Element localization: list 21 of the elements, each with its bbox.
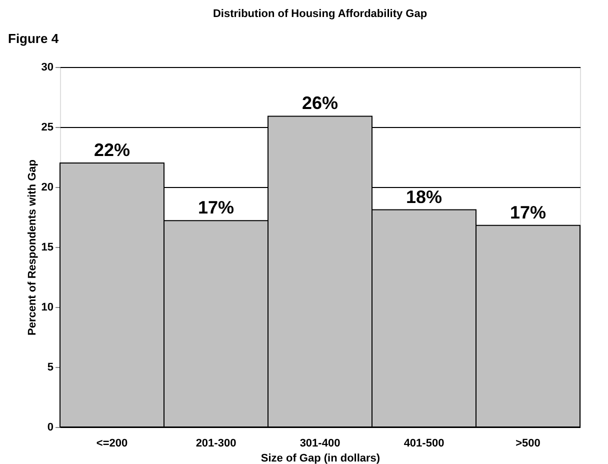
x-axis-title: Size of Gap (in dollars) [260,452,380,464]
x-tick-label: 301-400 [300,438,340,450]
data-label: 18% [406,186,442,207]
y-tick-label: 10 [41,302,54,314]
data-label: 26% [302,93,338,114]
caption: Figure 4 [8,31,60,46]
y-tick-label: 25 [41,122,54,134]
x-tick-label: 401-500 [404,438,444,450]
y-tick-label: 15 [41,242,54,254]
y-tick-label: 20 [41,182,54,194]
y-tick-label: 5 [47,362,54,374]
chart-title: Distribution of Housing Affordability Gap [212,8,428,20]
data-label: 17% [510,202,546,222]
x-tick-label: >500 [516,438,540,450]
y-tick-label: 0 [47,422,54,434]
y-tick-label: 30 [41,62,54,74]
x-tick-label: <=200 [96,438,128,450]
data-label: 17% [198,198,234,218]
data-label: 22% [94,140,130,160]
y-axis-title: Percent of Respondents with Gap [26,159,38,336]
x-tick-label: 201-300 [196,438,236,450]
